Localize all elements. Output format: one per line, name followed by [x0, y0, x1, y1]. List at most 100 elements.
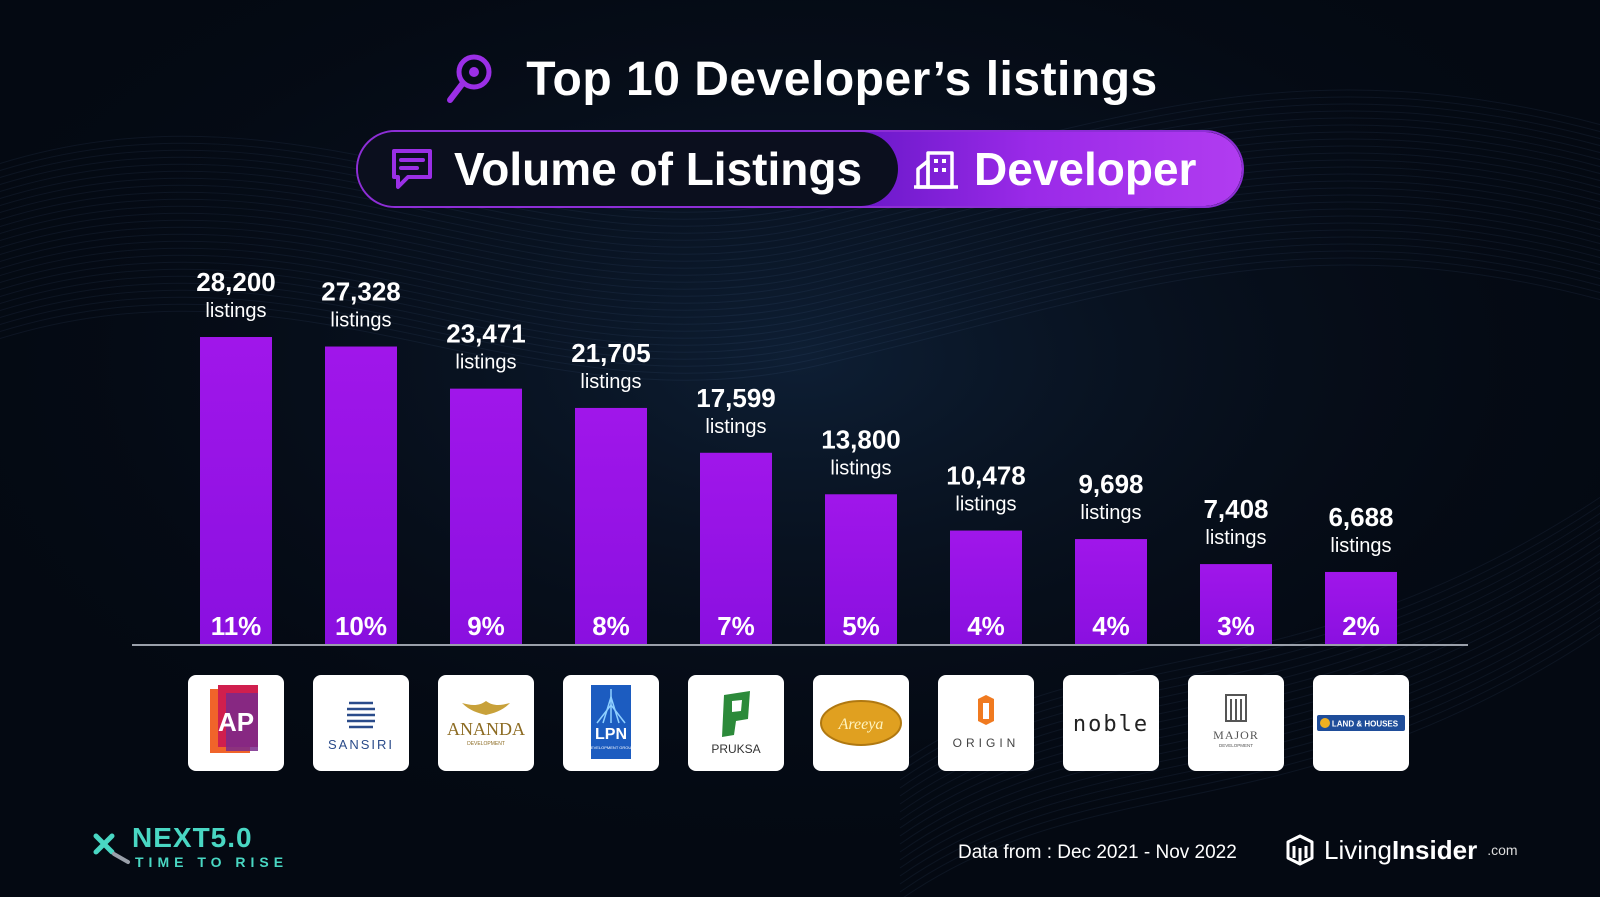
wave-line — [0, 201, 1600, 318]
developer-logo-card: MAJOR DEVELOPMENT — [1188, 675, 1284, 771]
bar-percent-label: 7% — [717, 611, 755, 641]
developer-logo-image: Areeya — [820, 700, 902, 746]
bar-percent-label: 2% — [1342, 611, 1380, 641]
bar-percent-label: 4% — [967, 611, 1005, 641]
svg-text:AP: AP — [218, 707, 254, 737]
pill-developer-label: Developer — [974, 143, 1197, 195]
bar — [700, 452, 772, 645]
bar — [200, 337, 272, 645]
bar-unit-label: listings — [1330, 535, 1391, 557]
bar — [1200, 564, 1272, 645]
category-pill: Developer Volume of Listings — [356, 130, 1244, 208]
wave-line — [0, 236, 1600, 353]
wave-line — [903, 632, 1600, 897]
bar-value-label: 7,408 — [1203, 494, 1268, 524]
bar-value-label: 21,705 — [571, 338, 651, 368]
svg-text:LPN: LPN — [595, 726, 627, 743]
bar-value-label: 17,599 — [696, 383, 776, 413]
bar-value-label: 27,328 — [321, 277, 401, 307]
wave-line — [0, 250, 1600, 367]
bar-value-label: 13,800 — [821, 424, 901, 454]
bar-unit-label: listings — [1080, 502, 1141, 524]
wave-line — [0, 264, 1600, 381]
developer-logo-card: AP — [188, 675, 284, 771]
wave-line — [0, 187, 1600, 304]
bar-percent-label: 11% — [211, 611, 262, 641]
bar — [825, 494, 897, 645]
wave-line — [0, 110, 1600, 227]
developer-logo-card: LPN DEVELOPMENT GROUP — [563, 675, 659, 771]
bar-percent-label: 5% — [842, 611, 880, 641]
company-name-bold: Insider — [1391, 834, 1478, 865]
bar-unit-label: listings — [205, 300, 266, 322]
developer-logo-image: LAND & HOUSES — [1317, 715, 1405, 731]
bar-value-label: 6,688 — [1328, 502, 1393, 532]
wave-line — [0, 194, 1600, 311]
developer-logo-image: SANSIRI — [328, 701, 392, 752]
developer-logo-card: Areeya — [813, 675, 909, 771]
svg-text:ORIGIN: ORIGIN — [953, 736, 1020, 750]
wave-line — [0, 215, 1600, 332]
svg-text:LAND & HOUSES: LAND & HOUSES — [1332, 720, 1399, 729]
bar-unit-label: listings — [705, 416, 766, 438]
living-insider-icon — [1286, 834, 1314, 866]
company-name: LivingInsider — [1324, 835, 1477, 866]
event-tagline: TIME TO RISE — [135, 854, 289, 870]
wave-line — [0, 229, 1600, 346]
bar-percent-label: 9% — [467, 611, 505, 641]
developer-logo-image: ORIGIN — [953, 695, 1020, 750]
bar-percent-label: 10% — [335, 611, 387, 641]
bar-value-label: 23,471 — [446, 319, 526, 349]
developer-logo-card: ANANDA DEVELOPMENT — [438, 675, 534, 771]
event-brand: NEXT5.0 — [132, 822, 253, 853]
wave-line — [0, 180, 1600, 297]
developer-logo-image: PRUKSA — [711, 691, 761, 756]
bar-unit-label: listings — [955, 494, 1016, 516]
bar — [575, 407, 647, 645]
pill-volume: Volume of Listings — [358, 132, 898, 206]
building-icon — [914, 151, 958, 189]
developer-logo-image: AP — [210, 685, 258, 753]
bar — [1325, 571, 1397, 645]
developer-logo-card: ORIGIN — [938, 675, 1034, 771]
developer-logo-image: LPN DEVELOPMENT GROUP — [588, 685, 634, 759]
bar-unit-label: listings — [1205, 527, 1266, 549]
svg-text:ANANDA: ANANDA — [447, 719, 525, 739]
wave-line — [0, 173, 1600, 290]
bar-unit-label: listings — [830, 457, 891, 479]
page-title: Top 10 Developer’s listings — [526, 52, 1158, 106]
developer-logo-card: noble — [1063, 675, 1159, 771]
svg-text:MAJOR: MAJOR — [1213, 728, 1259, 742]
message-box-icon — [392, 149, 432, 189]
data-source-note: Data from : Dec 2021 - Nov 2022 — [958, 842, 1237, 863]
bar-percent-label: 4% — [1092, 611, 1130, 641]
wave-line — [0, 124, 1600, 241]
event-logo: NEXT5.0 TIME TO RISE — [92, 822, 292, 872]
wave-line — [0, 131, 1600, 248]
bar — [950, 530, 1022, 645]
bar — [450, 388, 522, 645]
wave-line — [899, 616, 1600, 885]
bar — [325, 346, 397, 645]
company-domain: .com — [1487, 842, 1518, 858]
developer-logo-card: LAND & HOUSES — [1313, 675, 1409, 771]
bar-unit-label: listings — [330, 310, 391, 332]
wave-line — [0, 243, 1600, 360]
bar — [1075, 539, 1147, 645]
wave-line — [899, 624, 1600, 893]
wave-line — [0, 222, 1600, 339]
title-row: Top 10 Developer’s listings — [0, 44, 1600, 114]
wave-line — [0, 208, 1600, 325]
bar-value-label: 28,200 — [196, 267, 276, 297]
wave-line — [0, 166, 1600, 283]
pill-volume-label: Volume of Listings — [454, 143, 863, 195]
wave-line — [0, 145, 1600, 262]
svg-text:Areeya: Areeya — [838, 716, 884, 733]
developer-logo-image: ANANDA DEVELOPMENT — [447, 701, 525, 747]
bar-percent-label: 8% — [592, 611, 630, 641]
svg-text:noble: noble — [1073, 712, 1149, 737]
developer-logo-image: noble — [1073, 712, 1149, 737]
bar-percent-label: 3% — [1217, 611, 1255, 641]
